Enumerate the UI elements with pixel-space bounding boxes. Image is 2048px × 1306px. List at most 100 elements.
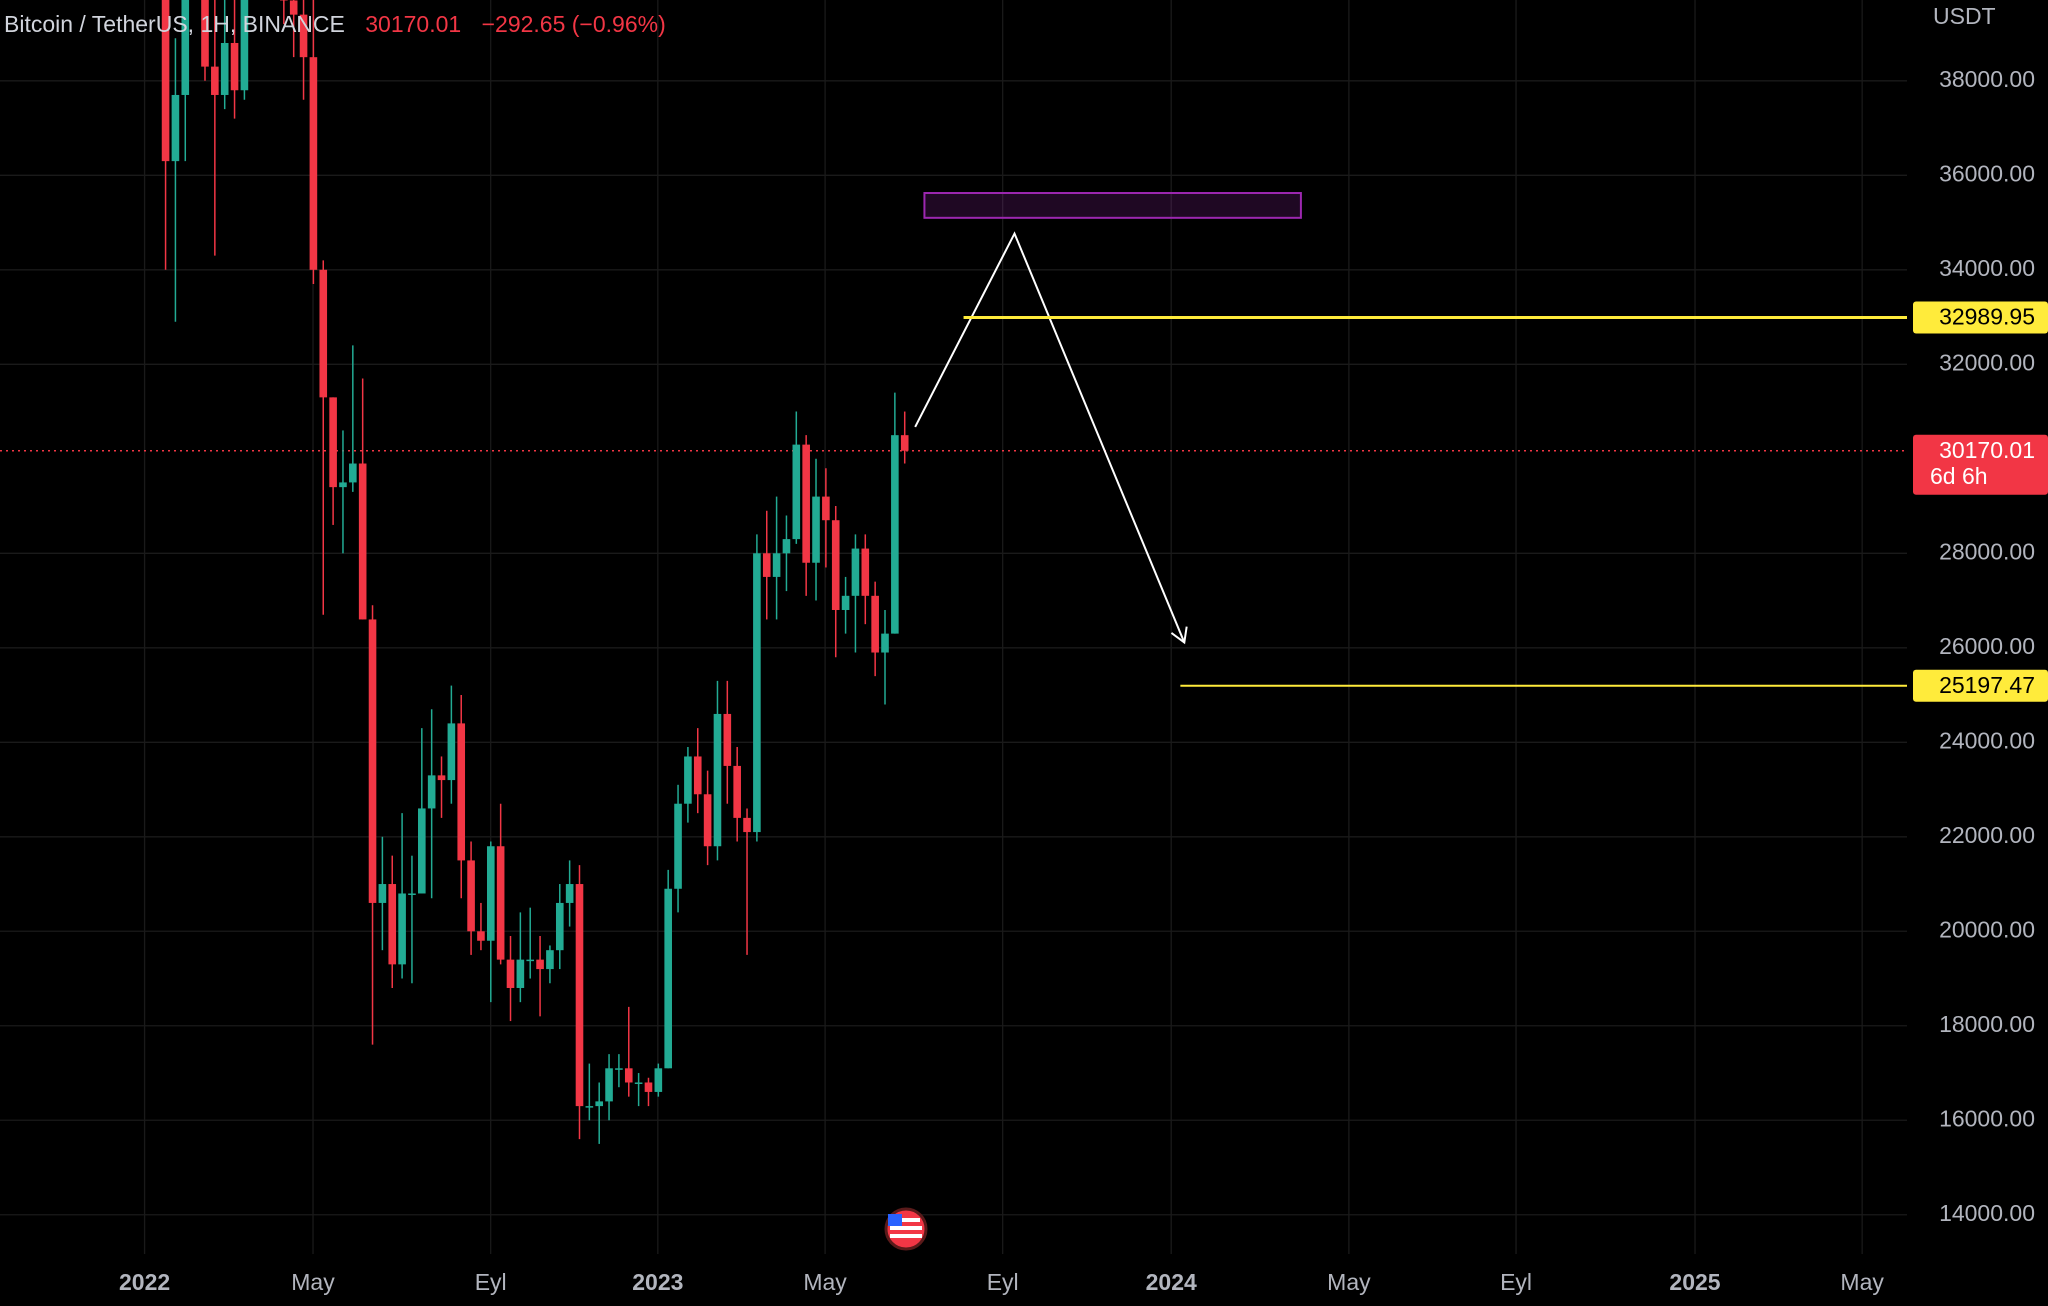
candle-body	[201, 0, 209, 67]
candle-body	[496, 846, 505, 960]
y-tick-label: 38000.00	[1939, 66, 2035, 92]
candle-body	[812, 496, 820, 563]
x-tick-label: May	[291, 1269, 335, 1295]
countdown-label: 6d 6h	[1930, 463, 1988, 489]
candle-body	[634, 1082, 643, 1084]
header: Bitcoin / TetherUS, 1H, BINANCE 30170.01…	[4, 11, 666, 37]
price-label: 32989.95	[1939, 304, 2035, 330]
candle-body	[861, 548, 870, 596]
candle-body	[329, 397, 337, 488]
candle-body	[644, 1082, 653, 1092]
header-change: −292.65 (−0.96%)	[482, 11, 666, 37]
x-tick-label: 2023	[632, 1269, 683, 1295]
plot-area	[161, 0, 1907, 1144]
candle-body	[457, 723, 466, 861]
candle-body	[703, 794, 712, 847]
candle-body	[319, 269, 328, 398]
candle-body	[546, 950, 554, 970]
candle-body	[713, 713, 722, 847]
candle-body	[871, 595, 879, 653]
y-axis-unit: USDT	[1933, 3, 1996, 29]
x-tick-label: 2025	[1669, 1269, 1720, 1295]
candle-body	[782, 539, 791, 554]
candle-body	[851, 548, 860, 596]
y-tick-label: 28000.00	[1939, 538, 2035, 564]
y-tick-label: 18000.00	[1939, 1011, 2035, 1037]
y-tick-label: 20000.00	[1939, 916, 2035, 942]
candle-body	[368, 619, 377, 903]
axes: 14000.00 16000.00 18000.00 20000.00 22000.00…	[119, 66, 2048, 1295]
x-tick-label: May	[1840, 1269, 1884, 1295]
candle-body	[831, 520, 840, 610]
candle-body	[723, 713, 732, 766]
candle-body	[378, 884, 387, 903]
candle-body	[526, 959, 535, 962]
candle-body	[674, 803, 682, 889]
candle-body	[477, 931, 485, 941]
x-tick-label: May	[803, 1269, 847, 1295]
x-tick-label: Eyl	[987, 1269, 1019, 1295]
candle-body	[575, 884, 584, 1107]
candle-body	[743, 817, 751, 833]
candle-body	[762, 553, 771, 577]
candle-body	[900, 435, 909, 451]
candle-body	[230, 42, 239, 91]
y-tick-label: 34000.00	[1939, 255, 2035, 281]
candle-body	[595, 1101, 604, 1107]
y-tick-label: 26000.00	[1939, 633, 2035, 659]
candle-body	[289, 0, 298, 15]
y-tick-label: 36000.00	[1939, 160, 2035, 186]
candle-body	[891, 435, 899, 634]
candle-body	[733, 765, 741, 818]
x-tick-label: Eyl	[475, 1269, 507, 1295]
candle-body	[753, 553, 761, 833]
candle-body	[299, 14, 308, 58]
candle-body	[684, 756, 692, 804]
candle-body	[418, 808, 426, 894]
candle-body	[427, 775, 436, 809]
candle-body	[615, 1068, 623, 1070]
candle-body	[240, 0, 249, 91]
candle-body	[555, 902, 564, 951]
y-tick-label: 14000.00	[1939, 1200, 2035, 1226]
candle-body	[841, 595, 850, 610]
candle-body	[516, 959, 525, 988]
symbol-title: Bitcoin / TetherUS, 1H, BINANCE	[4, 11, 345, 37]
candle-body	[211, 66, 219, 95]
flag-icon	[884, 1207, 928, 1251]
candle-body	[220, 42, 229, 95]
y-tick-label: 32000.00	[1939, 349, 2035, 375]
candle-body	[585, 1106, 594, 1108]
candle-body	[398, 893, 406, 965]
candle-body	[171, 94, 180, 162]
y-tick-label: 16000.00	[1939, 1105, 2035, 1131]
candle-body	[792, 444, 801, 540]
candle-body	[506, 959, 515, 988]
candle-body	[605, 1068, 613, 1102]
zone-rectangle	[923, 192, 1302, 219]
header-price: 30170.01	[365, 11, 461, 37]
candle-body	[437, 775, 446, 781]
candle-body	[467, 860, 475, 932]
x-tick-label: 2024	[1146, 1269, 1197, 1295]
candle-body	[802, 444, 810, 563]
current-price-label: 30170.01	[1939, 437, 2035, 463]
arrow-head	[1170, 626, 1188, 645]
candle-body	[565, 884, 574, 903]
candle-body	[161, 0, 170, 162]
candle-body	[822, 496, 830, 521]
price-label-box	[1913, 669, 2048, 702]
x-tick-label: Eyl	[1500, 1269, 1532, 1295]
candle-body	[693, 756, 702, 795]
candle-body	[881, 633, 889, 653]
candle-body	[309, 57, 318, 270]
candle-body	[358, 463, 367, 620]
candle-body	[772, 553, 781, 577]
projection-arrow	[914, 231, 1186, 643]
x-tick-label: May	[1327, 1269, 1371, 1295]
current-price-box	[1913, 434, 2048, 495]
grid	[0, 0, 1907, 1254]
candle-body	[624, 1068, 633, 1083]
candle-body	[654, 1068, 663, 1092]
